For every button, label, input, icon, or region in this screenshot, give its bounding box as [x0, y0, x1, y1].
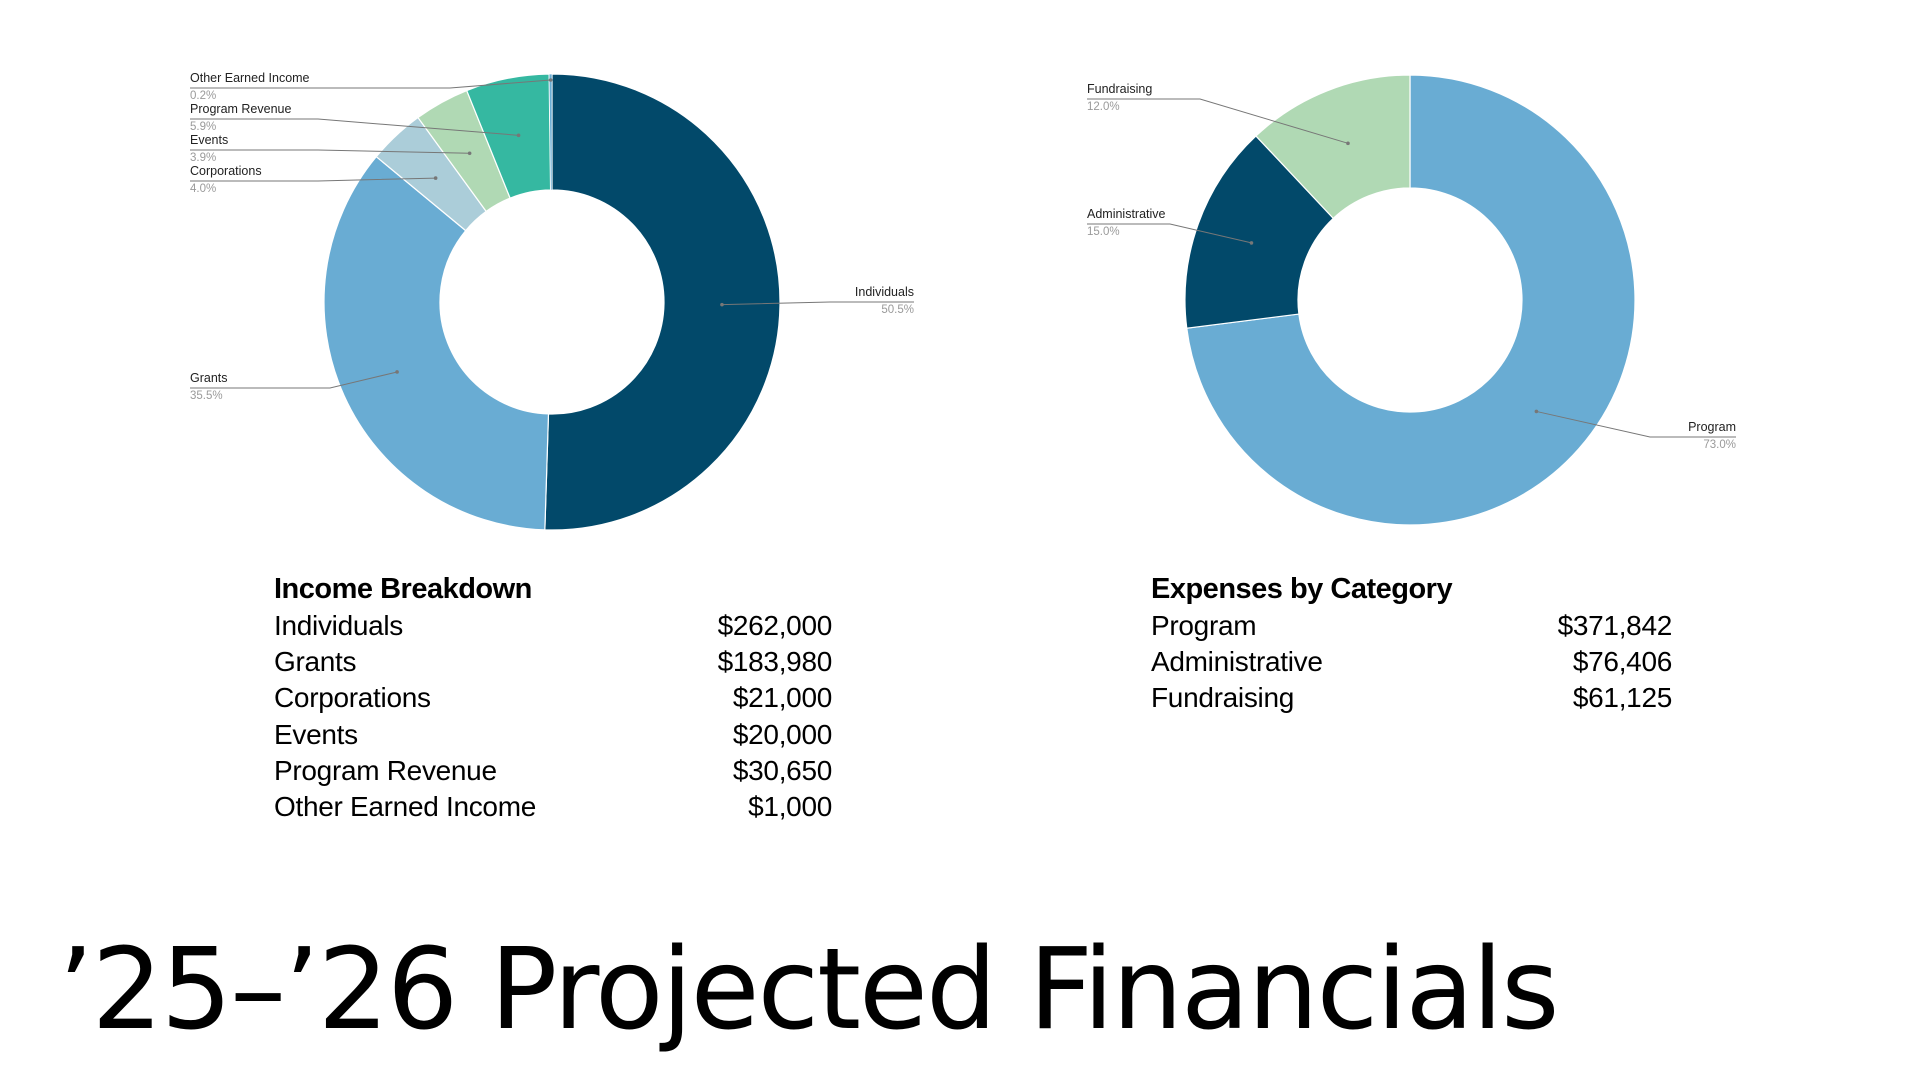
row-value: $30,650: [732, 754, 832, 786]
row-label: Program: [1151, 610, 1257, 641]
table-row: Program $371,842: [1151, 608, 1672, 644]
row-value: $262,000: [717, 610, 833, 641]
income-table-title: Income Breakdown: [274, 573, 532, 605]
slice-percent-other-earned-income: 0.2%: [190, 90, 216, 102]
table-row: Fundraising $61,125: [1151, 680, 1672, 716]
leader-line-corporations: [190, 177, 436, 182]
row-label: Grants: [274, 646, 357, 678]
row-label: Administrative: [1151, 646, 1323, 678]
row-label: Other Earned Income: [274, 790, 536, 822]
row-value: $61,125: [1572, 682, 1672, 714]
donut-chart-2: Program 73.0% Administrative 15.0% Fundraisi…: [1087, 74, 1736, 526]
expense-table-rows: Program $371,842 Administrative $76,406 Fund…: [1151, 608, 1672, 717]
slice-percent-program-revenue: 5.9%: [190, 121, 216, 133]
leader-line-other-earned-income: [190, 79, 551, 89]
leader-dot-individuals: [720, 302, 724, 307]
row-value: $20,000: [732, 718, 832, 750]
slice-label-program-revenue: Program Revenue: [190, 102, 291, 116]
income-breakdown-table: Income Breakdown Individuals $262,000 Gran…: [274, 570, 832, 825]
row-value: $76,406: [1572, 646, 1672, 678]
slice-label-corporations: Corporations: [190, 164, 262, 178]
leader-dot-fundraising: [1346, 141, 1350, 146]
leader-dot-other-earned-income: [548, 78, 553, 82]
slice-percent-administrative: 15.0%: [1087, 226, 1120, 238]
charts-area: Individuals 50.5% Grants 35.5% Corporations 4…: [190, 71, 1736, 531]
leader-dot-program: [1534, 409, 1539, 414]
slice-other-earned-income: [548, 73, 553, 191]
slice-label-administrative: Administrative: [1087, 207, 1166, 221]
slice-label-grants: Grants: [190, 371, 228, 385]
leader-dot-corporations: [433, 176, 438, 180]
slice-label-fundraising: Fundraising: [1087, 82, 1152, 96]
slice-percent-corporations: 4.0%: [190, 183, 216, 195]
leader-dot-administrative: [1249, 241, 1254, 245]
table-row: Administrative $76,406: [1151, 644, 1672, 680]
leader-dot-program-revenue: [516, 133, 521, 138]
slice-percent-events: 3.9%: [190, 152, 216, 164]
table-row: Other Earned Income $1,000: [274, 789, 832, 825]
charts-svg: Individuals 50.5% Grants 35.5% Corporations 4…: [190, 71, 1736, 531]
leader-line-individuals: [721, 301, 914, 306]
table-row: Corporations $21,000: [274, 680, 832, 716]
row-value: $1,000: [748, 790, 832, 822]
row-value: $183,980: [717, 646, 833, 678]
slice-label-program: Program: [1688, 420, 1736, 434]
income-table-rows: Individuals $262,000 Grants $183,980 Corpora…: [274, 608, 832, 825]
leader-dot-events: [467, 151, 472, 156]
slice-administrative: [1184, 135, 1335, 329]
leader-line-fundraising: [1087, 98, 1349, 144]
slice-fundraising: [1255, 74, 1411, 220]
row-label: Corporations: [274, 682, 431, 714]
slice-label-events: Events: [190, 133, 228, 147]
expenses-by-category-table: Expenses by Category Program $371,842 Admi…: [1151, 570, 1672, 717]
row-label: Individuals: [274, 610, 404, 641]
donut-chart-1: Individuals 50.5% Grants 35.5% Corporations 4…: [190, 71, 914, 531]
row-value: $21,000: [732, 682, 832, 714]
slice-percent-fundraising: 12.0%: [1087, 101, 1120, 113]
row-value: $371,842: [1557, 610, 1673, 641]
slice-percent-program: 73.0%: [1703, 439, 1736, 451]
expense-table-title: Expenses by Category: [1151, 573, 1453, 605]
slice-grants: [323, 155, 550, 531]
page-title: ’25–’26 Projected Financials: [58, 925, 1559, 1055]
slice-individuals: [544, 73, 781, 531]
slice-percent-individuals: 50.5%: [881, 304, 914, 316]
table-row: Individuals $262,000: [274, 608, 832, 644]
slice-program: [1186, 74, 1636, 526]
leader-line-grants: [190, 371, 398, 389]
table-row: Program Revenue $30,650: [274, 753, 832, 789]
slice-label-other-earned-income: Other Earned Income: [190, 71, 310, 85]
leader-line-administrative: [1087, 223, 1252, 244]
slice-percent-grants: 35.5%: [190, 390, 223, 402]
row-label: Fundraising: [1151, 682, 1295, 714]
leader-line-events: [190, 149, 470, 154]
leader-line-program: [1536, 410, 1736, 438]
leader-dot-grants: [395, 370, 399, 374]
slice-label-individuals: Individuals: [855, 285, 914, 299]
leader-line-program-revenue: [190, 118, 519, 136]
row-label: Program Revenue: [274, 754, 497, 786]
table-row: Grants $183,980: [274, 644, 832, 680]
row-label: Events: [274, 718, 358, 750]
table-row: Events $20,000: [274, 717, 832, 753]
